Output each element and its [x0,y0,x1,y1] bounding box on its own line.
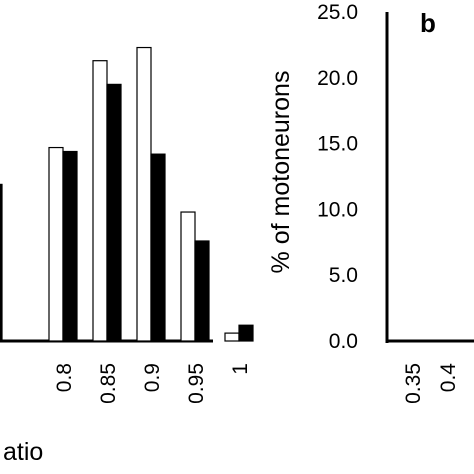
y-tick-label: 10.0 [317,198,358,221]
x-tick-label: 0.85 [97,363,120,404]
panel-b-y-tick-labels: 0.0 5.0 10.0 15.0 20.0 25.0 [317,1,358,353]
x-tick-label: 0.4 [437,363,460,393]
panel-b: 0.0 5.0 10.0 15.0 20.0 25.0 0.35 0.4 % of moto… [267,1,474,404]
bar-0.8-series-1 [48,146,64,342]
x-tick-label: 0.35 [402,363,425,404]
y-tick-label: 5.0 [329,264,358,287]
x-tick-label: 1 [229,363,252,375]
panel-a-tick-labels: 0.8 0.85 0.9 0.95 1 [53,363,252,404]
bar-0.95-series-2 [194,240,210,342]
bar-0.8-series-2 [62,150,78,342]
panel-b-x-tick-labels: 0.35 0.4 [402,363,460,404]
y-tick-label: 25.0 [317,1,358,24]
y-tick-label: 20.0 [317,67,358,90]
bar-0.9-series-1 [136,46,152,342]
y-tick-label: 0.0 [329,330,358,353]
y-tick-label: 15.0 [317,133,358,156]
panel-b-label: b [420,8,436,38]
panel-a-bars [0,46,254,342]
panel-a: 0.8 0.85 0.9 0.95 1 atio [0,46,254,466]
x-tick-label: 0.95 [185,363,208,404]
panel-b-y-axis-label: % of motoneurons [267,71,295,274]
panel-a-x-axis-label: atio [3,438,43,466]
bar-partial [0,183,3,342]
bar-0.9-series-2 [150,153,166,342]
bar-1-series-2 [238,324,254,342]
x-tick-label: 0.9 [141,363,164,392]
bar-1-series-1 [224,332,240,342]
x-tick-label: 0.8 [53,363,76,392]
bar-0.85-series-2 [106,83,122,342]
bar-0.95-series-1 [180,211,196,342]
bar-0.85-series-1 [92,60,108,342]
